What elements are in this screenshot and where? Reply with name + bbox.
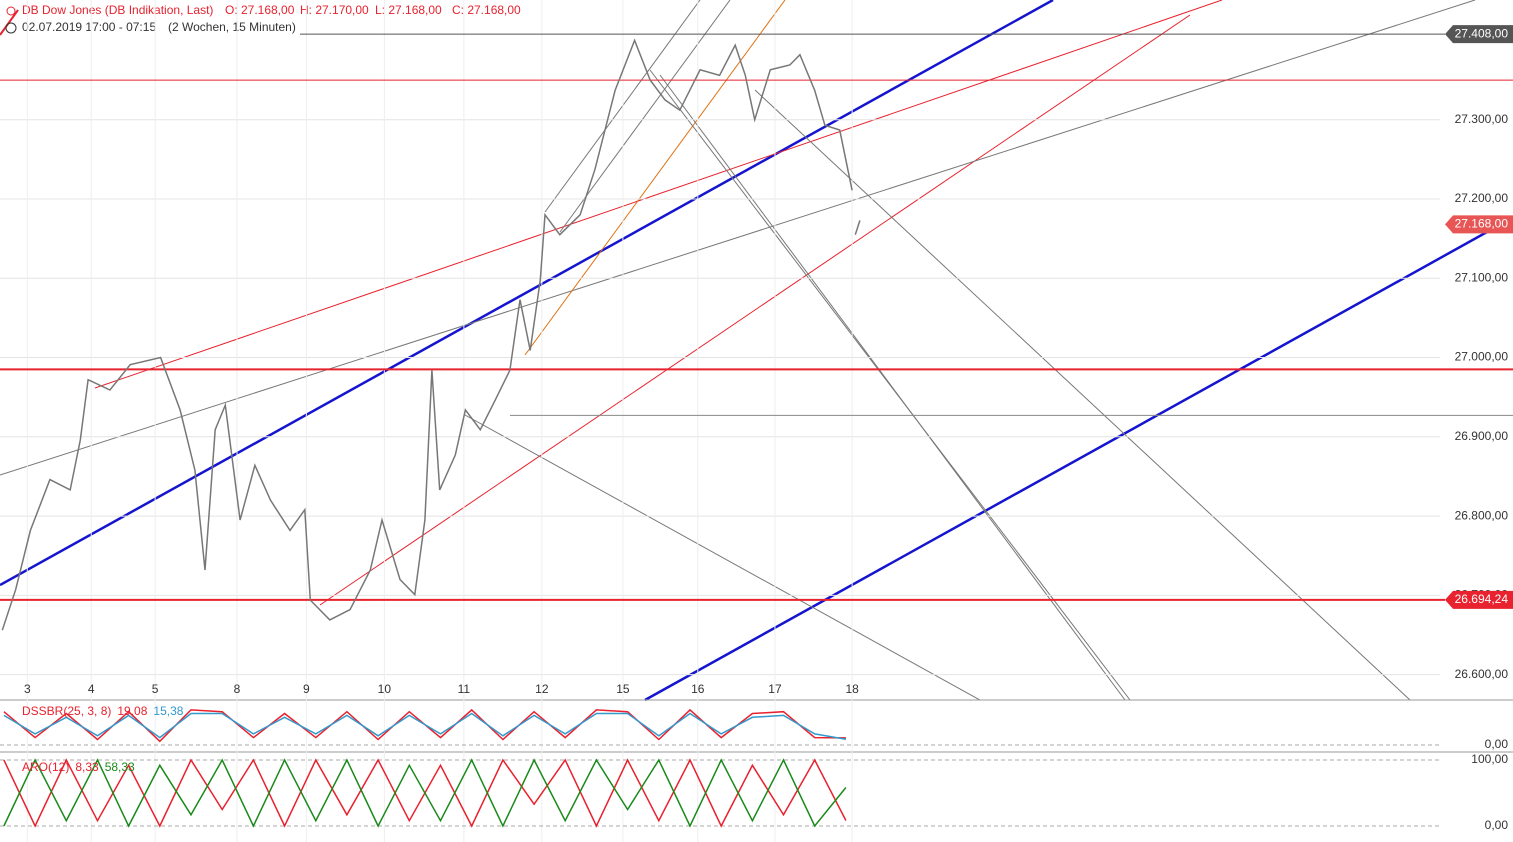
- y-tick-label: 26.900,00: [1455, 429, 1509, 443]
- y-tick-label: 100,00: [1471, 752, 1508, 766]
- indicator-name: ARO(12): [22, 760, 69, 774]
- trend-lines: [0, 0, 1488, 702]
- indicator-line: [3, 712, 847, 741]
- y-tick-label: 27.100,00: [1455, 270, 1509, 284]
- indicator-value: 19,08: [117, 704, 147, 718]
- ohlc: L: 27.168,00: [375, 3, 442, 17]
- x-tick-label: 12: [535, 682, 549, 696]
- y-tick-label: 27.000,00: [1455, 350, 1509, 364]
- clock-icon: [5, 22, 17, 34]
- period: 02.07.2019 17:00 - 07:15: [22, 20, 156, 34]
- x-tick-label: 9: [303, 682, 310, 696]
- instrument: DB Dow Jones (DB Indikation, Last): [22, 3, 213, 17]
- x-tick-label: 4: [88, 682, 95, 696]
- price-label: 27.408,00: [1455, 26, 1509, 40]
- x-tick-label: 5: [152, 682, 159, 696]
- ohlc: O: 27.168,00: [225, 3, 295, 17]
- ohlc: C: 27.168,00: [452, 3, 521, 17]
- x-tick-label: 3: [24, 682, 31, 696]
- price-label: 26.694,24: [1455, 592, 1509, 606]
- indicator-value: 15,38: [153, 704, 183, 718]
- y-tick-label: 27.200,00: [1455, 191, 1509, 205]
- indicator-line: [3, 758, 847, 828]
- x-tick-label: 15: [616, 682, 630, 696]
- x-tick-label: 8: [234, 682, 241, 696]
- ohlc: H: 27.170,00: [300, 3, 369, 17]
- x-tick-label: 10: [378, 682, 392, 696]
- indicator-name: DSSBR(25, 3, 8): [22, 704, 111, 718]
- price-label-box: [1445, 590, 1513, 609]
- x-tick-label: 18: [845, 682, 859, 696]
- y-tick-label: 26.600,00: [1455, 667, 1509, 681]
- y-tick-label: 27.300,00: [1455, 112, 1509, 126]
- y-tick-label: 26.800,00: [1455, 508, 1509, 522]
- price-label-box: [1445, 215, 1513, 234]
- x-tick-label: 11: [458, 682, 471, 696]
- y-tick-label: 0,00: [1485, 737, 1509, 751]
- y-tick-label: 0,00: [1485, 818, 1509, 832]
- indicator-value: 58,33: [105, 760, 135, 774]
- icon: [6, 6, 16, 16]
- price-label-box: [1445, 25, 1513, 44]
- x-tick-label: 17: [768, 682, 782, 696]
- price-line: [1, 38, 861, 631]
- x-tick-label: 16: [691, 682, 705, 696]
- price-label: 27.168,00: [1455, 217, 1509, 231]
- indicator-value: 8,33: [75, 760, 99, 774]
- range: (2 Wochen, 15 Minuten): [168, 20, 296, 34]
